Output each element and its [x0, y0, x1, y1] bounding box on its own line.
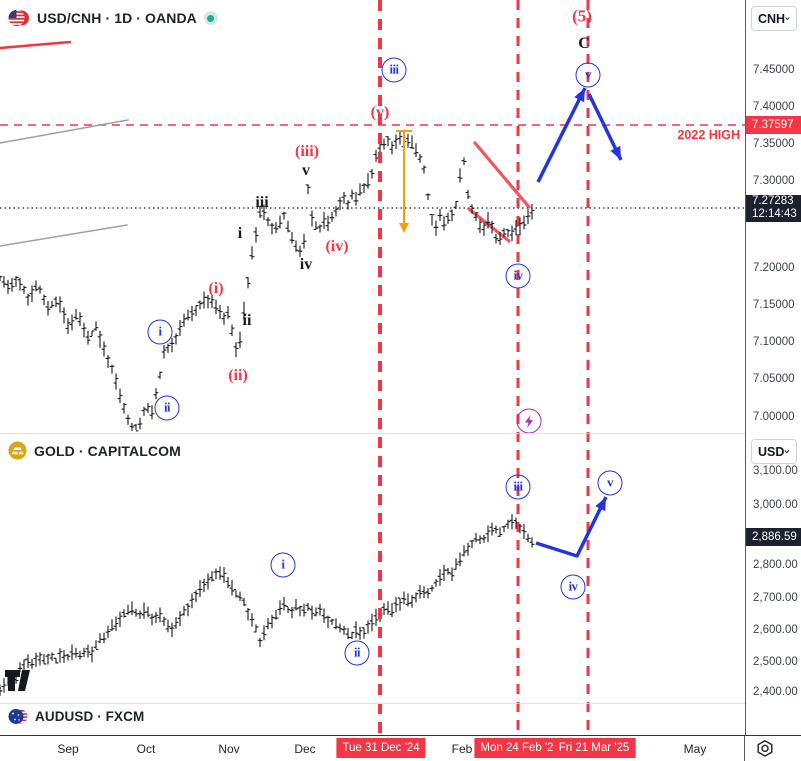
chart-canvas[interactable] [0, 0, 745, 735]
symbol-title: AUDUSD · FXCM [35, 709, 145, 724]
price-tick-label: 7.45000 [753, 64, 795, 76]
wave-circle-label[interactable]: iii [381, 57, 407, 83]
arrowhead [574, 88, 585, 103]
wave-label[interactable]: (5) [572, 6, 592, 26]
gray-trendline-1[interactable] [0, 119, 129, 144]
month-label: May [683, 742, 707, 756]
price-tick-label: 3,100.00 [753, 465, 798, 477]
highlight-date-tag: Fri 21 Mar '25 [552, 738, 636, 758]
gold-icon [8, 441, 27, 460]
usdcnh-flag-icon [8, 10, 29, 26]
tradingview-watermark [5, 670, 30, 691]
month-label: Sep [57, 742, 79, 756]
time-axis-separator [0, 735, 801, 736]
trend-arrow[interactable] [535, 496, 608, 558]
wave-label[interactable]: ii [242, 312, 252, 329]
price-tick-label: 3,000.00 [753, 499, 798, 511]
symbol-title: USD/CNH · 1D · OANDA [37, 10, 197, 26]
price-tick-label: 7.30000 [753, 175, 795, 187]
key-level-note: 2022 HIGH [677, 128, 740, 142]
wave-label[interactable]: v [302, 162, 310, 179]
price-tick-label: 2,700.00 [753, 592, 798, 604]
wave-circle-label[interactable]: v [575, 62, 601, 88]
symbol-legend-usdcnh[interactable]: USD/CNH · 1D · OANDA [8, 8, 218, 28]
last-price-tag: 7.27283 12:14:43 [746, 194, 801, 222]
price-tick-label: 7.00000 [753, 411, 795, 423]
channel-upper[interactable] [473, 141, 531, 209]
price-tick-label: 2,400.00 [753, 686, 798, 698]
price-tick-label: 2,500.00 [753, 656, 798, 668]
wave-label[interactable]: (iii) [295, 143, 319, 160]
wave-label[interactable]: (i) [208, 280, 224, 297]
wave-label[interactable]: i [237, 225, 243, 242]
gold-last-price-tag: 2,886.59 [746, 528, 801, 546]
highlight-date-tag: Tue 31 Dec '24 [336, 738, 426, 758]
arrowhead [595, 497, 606, 512]
trend-arrow[interactable] [536, 87, 587, 183]
wave-circle-label[interactable]: i [270, 552, 296, 578]
audusd-flag-icon [8, 709, 28, 724]
price-scale[interactable]: CNH USD 7.45000 7.40000 7.35000 7.30000 7.20… [745, 0, 801, 735]
symbol-legend-audusd[interactable]: AUDUSD · FXCM [8, 707, 144, 726]
symbol-legend-gold[interactable]: GOLD · CAPITALCOM [8, 441, 181, 460]
panel-separator[interactable] [0, 703, 801, 704]
wave-label[interactable]: iv [299, 256, 313, 273]
wave-circle-label[interactable]: ii [344, 640, 370, 666]
chevron-down-icon [785, 17, 790, 20]
market-status-icon[interactable] [203, 11, 218, 25]
symbol-title: GOLD · CAPITALCOM [34, 442, 181, 459]
wave-circle-label[interactable]: v [597, 470, 623, 496]
wave-circle-label[interactable]: i [147, 319, 173, 345]
price-tick-label: 7.15000 [753, 299, 795, 311]
price-tick-label: 7.05000 [753, 373, 795, 385]
price-tick-label: 2,600.00 [753, 624, 798, 636]
channel-lower[interactable] [467, 207, 511, 243]
currency-label: USD [758, 444, 785, 459]
currency-toggle-cnh[interactable]: CNH [751, 6, 797, 31]
arrowhead [610, 145, 621, 160]
axis-divider [744, 735, 745, 761]
wave-circle-label[interactable]: iv [505, 263, 531, 289]
time-axis[interactable]: Sep Oct Nov Dec Feb May Tue 31 Dec '24 Mon 24 F… [0, 735, 801, 761]
highlight-date-tag: Mon 24 Feb '2 [474, 738, 560, 758]
price-bars-USDCNH [0, 131, 535, 432]
price-bars-GOLD [0, 514, 535, 696]
month-label: Nov [218, 742, 240, 756]
measure-arrowhead [399, 223, 409, 233]
wave-circle-label[interactable]: ii [154, 395, 180, 421]
wave-label[interactable]: iii [255, 194, 269, 211]
month-label: Dec [294, 742, 316, 756]
wave-label[interactable]: C [578, 35, 590, 52]
wave-label[interactable]: (ii) [228, 367, 248, 384]
month-label: Oct [136, 742, 156, 756]
currency-label: CNH [758, 11, 786, 26]
axis-settings-gear-icon[interactable] [755, 739, 775, 758]
wave-label[interactable]: (iv) [325, 238, 349, 255]
month-label: Feb [451, 742, 473, 756]
price-tick-label: 7.35000 [753, 138, 795, 150]
lightning-marker-icon[interactable] [516, 408, 542, 434]
panel-separator[interactable] [0, 433, 801, 434]
price-tick-label: 2,800.00 [753, 559, 798, 571]
price-tick-label: 7.20000 [753, 262, 795, 274]
price-tick-label: 7.10000 [753, 336, 795, 348]
price-tick-label: 7.40000 [753, 101, 795, 113]
key-level-price-tag: 7.37597 [746, 116, 801, 134]
chevron-down-icon [784, 450, 790, 454]
currency-toggle-usd[interactable]: USD [751, 439, 797, 464]
wave-circle-label[interactable]: iii [505, 474, 531, 500]
red-segment[interactable] [0, 40, 72, 50]
wave-circle-label[interactable]: iv [560, 574, 586, 600]
wave-label[interactable]: (v) [370, 104, 390, 121]
gray-trendline-2[interactable] [0, 224, 128, 247]
